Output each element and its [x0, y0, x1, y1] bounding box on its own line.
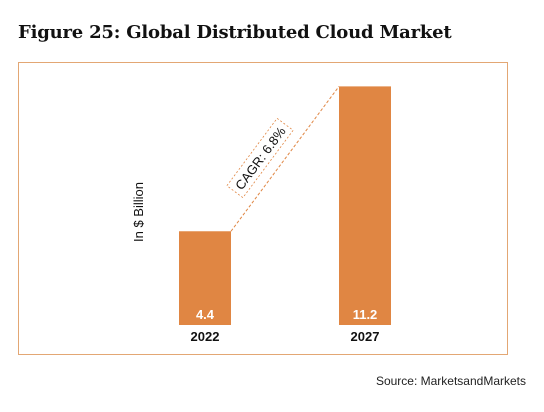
data-label-2022: 4.4 [196, 307, 215, 322]
cagr-label: CAGR: 6.8% [232, 124, 289, 193]
source-note: Source: MarketsandMarkets [375, 374, 526, 388]
x-tick-label-2022: 2022 [191, 329, 220, 344]
chart-title: Figure 25: Global Distributed Cloud Mark… [18, 22, 452, 43]
bar-2022 [179, 231, 231, 325]
cagr-annotation: CAGR: 6.8% [226, 86, 340, 232]
bars-group: 4.4 2022 11.2 2027 [179, 86, 391, 344]
bar-2027 [339, 86, 391, 326]
cagr-label-group: CAGR: 6.8% [226, 117, 294, 199]
cagr-trend-line [230, 86, 340, 232]
x-tick-label-2027: 2027 [351, 329, 380, 344]
data-label-2027: 11.2 [353, 307, 378, 322]
y-axis-label: In $ Billion [131, 182, 146, 242]
chart-frame [18, 62, 508, 355]
